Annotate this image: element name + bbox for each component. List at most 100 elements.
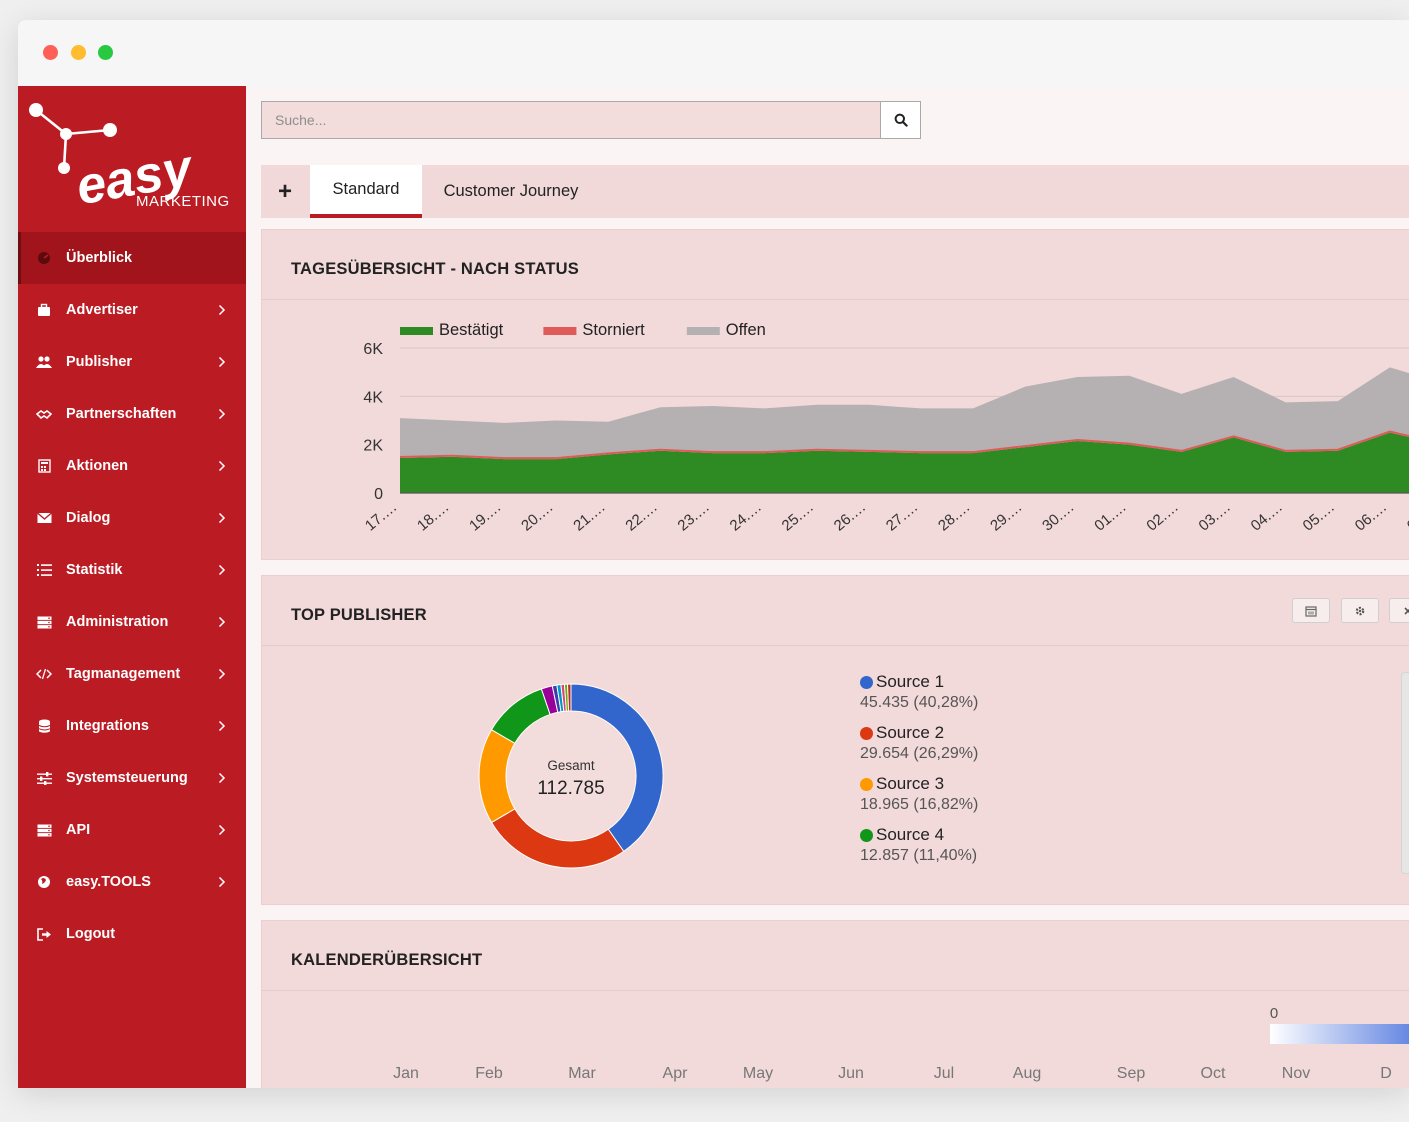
sidebar-item-label: Logout	[66, 926, 116, 942]
y-tick-label-3: 6K	[363, 341, 383, 358]
x-tick-label-4: 21.…	[570, 499, 608, 535]
month-label-10: Nov	[1282, 1065, 1310, 1082]
sidebar-item-statistik[interactable]: Statistik	[18, 544, 246, 596]
panel-title-publisher: TOP PUBLISHER	[291, 606, 427, 624]
legend-entry[interactable]: Source 4 12.857 (11,40%)	[860, 825, 978, 867]
gear-icon	[1355, 606, 1365, 615]
settings-button[interactable]	[1341, 598, 1379, 623]
legend-entry[interactable]: Source 2 29.654 (26,29%)	[860, 723, 978, 765]
x-tick-label-18: 05.…	[1300, 499, 1338, 535]
sidebar-item-überblick[interactable]: Überblick	[18, 232, 246, 284]
sidebar-item-label: easy.TOOLS	[66, 874, 151, 890]
chevron-right-icon	[218, 459, 232, 473]
y-tick-label-2: 4K	[363, 389, 383, 406]
x-tick-label-9: 26.…	[831, 499, 869, 535]
x-tick-label-7: 24.…	[727, 499, 765, 535]
sidebar-item-logout[interactable]: Logout	[18, 908, 246, 960]
y-tick-label-1: 2K	[363, 438, 383, 455]
search-box	[261, 101, 881, 139]
x-tick-label-2: 19.…	[466, 499, 504, 535]
legend-source-name: Source 1	[860, 672, 978, 692]
search-input[interactable]	[262, 101, 880, 139]
x-tick-label-10: 27.…	[883, 499, 921, 535]
donut-center-value: 112.785	[537, 778, 604, 799]
sidebar-item-integrations[interactable]: Integrations	[18, 700, 246, 752]
sidebar-item-label: Partnerschaften	[66, 406, 177, 422]
legend-entry[interactable]: Source 1 45.435 (40,28%)	[860, 672, 978, 714]
calendar-panel: KALENDERÜBERSICHT Jan Feb Mar Apr May Jun Jul A…	[261, 920, 1409, 1088]
month-label-9: Oct	[1201, 1065, 1226, 1082]
chevron-right-icon	[218, 719, 232, 733]
logo-subtitle: MARKETING	[136, 193, 230, 210]
legend-source-name: Source 4	[860, 825, 978, 845]
calendar-button[interactable]	[1292, 598, 1330, 623]
heatmap-color-scale	[1270, 1024, 1409, 1044]
dashboard-icon	[36, 250, 52, 266]
sidebar-item-label: Tagmanagement	[66, 666, 181, 682]
x-tick-label-20: 07.…	[1404, 499, 1409, 535]
donut-center-label: Gesamt	[547, 758, 595, 773]
panel-divider	[262, 645, 1409, 646]
area-series-0[interactable]	[400, 432, 1409, 493]
minimize-window-button[interactable]	[71, 45, 86, 60]
panel-title-calendar: KALENDERÜBERSICHT	[291, 951, 483, 969]
easy-marketing-logo[interactable]: easy MARKETING	[18, 86, 246, 232]
chevron-right-icon	[218, 303, 232, 317]
tab-standard[interactable]: Standard	[310, 165, 422, 218]
maximize-window-button[interactable]	[98, 45, 113, 60]
scale-min-label: 0	[1270, 1005, 1278, 1022]
legend-label-0[interactable]: Bestätigt	[439, 321, 504, 339]
x-tick-label-16: 03.…	[1196, 499, 1234, 535]
tab-customer-journey[interactable]: Customer Journey	[443, 182, 579, 200]
sidebar-item-easy-tools[interactable]: easy.TOOLS	[18, 856, 246, 908]
close-panel-button[interactable]	[1389, 598, 1409, 623]
sidebar-item-administration[interactable]: Administration	[18, 596, 246, 648]
database-icon	[36, 718, 52, 734]
month-label-7: Aug	[1013, 1065, 1041, 1082]
handshake-icon	[36, 406, 52, 422]
sidebar-nav: Überblick Advertiser Publisher Partnerschaf…	[18, 232, 246, 960]
sidebar-item-dialog[interactable]: Dialog	[18, 492, 246, 544]
legend-label-2[interactable]: Offen	[726, 321, 766, 339]
briefcase-icon	[36, 302, 52, 318]
dashboard-tabs: + Standard Customer Journey	[261, 165, 1409, 218]
legend-entry[interactable]: Source 3 18.965 (16,82%)	[860, 774, 978, 816]
legend-color-dot	[860, 777, 873, 791]
month-label-8: Sep	[1117, 1065, 1146, 1082]
search-button[interactable]	[881, 101, 921, 139]
sidebar-item-label: Statistik	[66, 562, 123, 578]
chevron-right-icon	[218, 407, 232, 421]
sidebar-item-label: Administration	[66, 614, 169, 630]
legend-source-value: 12.857 (11,40%)	[860, 847, 978, 864]
area-series-2[interactable]	[400, 367, 1409, 458]
sidebar-item-advertiser[interactable]: Advertiser	[18, 284, 246, 336]
sidebar-item-partnerschaften[interactable]: Partnerschaften	[18, 388, 246, 440]
users-icon	[36, 354, 52, 370]
main-content: + Standard Customer Journey TAGESÜBERSIC…	[246, 86, 1409, 1088]
panel-divider	[262, 990, 1409, 991]
sidebar-item-aktionen[interactable]: Aktionen	[18, 440, 246, 492]
browser-window: easy MARKETING Überblick Advertiser Publis…	[18, 20, 1409, 1088]
envelope-icon	[36, 510, 52, 526]
calculator-icon	[36, 458, 52, 474]
donut-slice-0[interactable]	[570, 683, 664, 853]
month-label-0: Jan	[393, 1065, 419, 1082]
donut-center	[507, 712, 635, 840]
chevron-right-icon	[218, 667, 232, 681]
sidebar-item-api[interactable]: API	[18, 804, 246, 856]
y-tick-label-0: 0	[374, 486, 383, 503]
legend-scrollbar[interactable]	[1401, 672, 1409, 874]
x-tick-label-15: 02.…	[1143, 499, 1181, 535]
sidebar-item-tagmanagement[interactable]: Tagmanagement	[18, 648, 246, 700]
server-icon	[36, 614, 52, 630]
donut-slice-9[interactable]	[567, 683, 572, 712]
legend-label-1[interactable]: Storniert	[582, 321, 645, 339]
add-tab-button[interactable]: +	[277, 177, 292, 205]
legend-swatch-2	[686, 327, 720, 335]
sidebar-item-systemsteuerung[interactable]: Systemsteuerung	[18, 752, 246, 804]
legend-source-label: Source 1	[876, 672, 945, 691]
sidebar-item-label: Überblick	[66, 250, 133, 266]
close-window-button[interactable]	[43, 45, 58, 60]
sidebar-item-publisher[interactable]: Publisher	[18, 336, 246, 388]
daily-status-chart: Bestätigt Storniert Offen 0 2K 4K 6K 17.… 18.… 19…	[362, 321, 1409, 535]
